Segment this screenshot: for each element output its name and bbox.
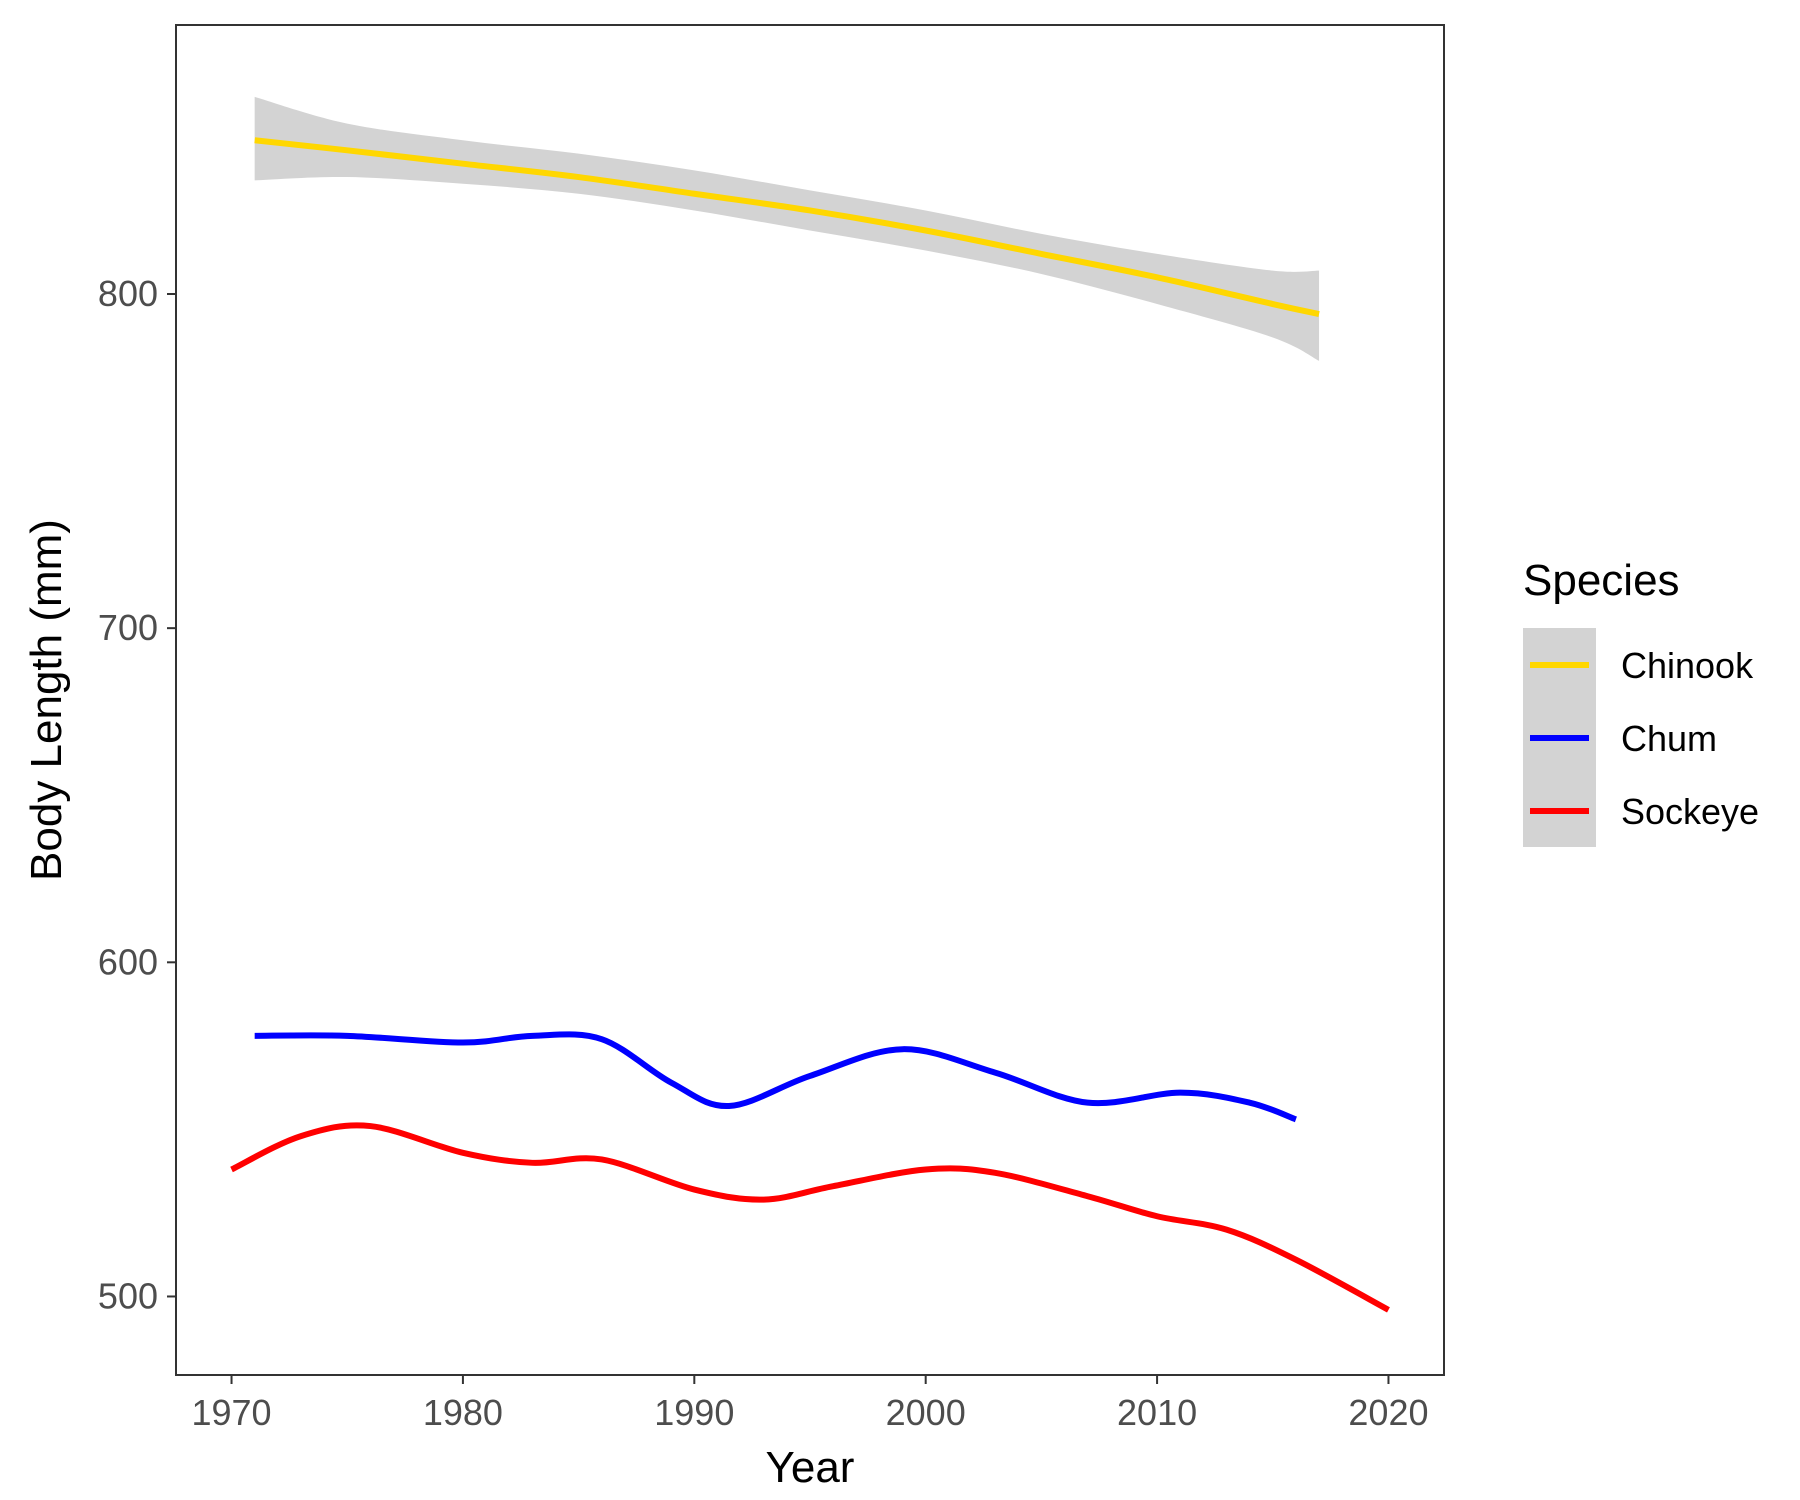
y-axis: 500 600 700 800: [98, 273, 176, 1316]
x-tick-label: 2000: [886, 1392, 966, 1433]
y-tick-label: 800: [98, 273, 158, 314]
y-axis-title: Body Length (mm): [22, 519, 71, 881]
plot-panel-border: [175, 24, 1445, 1376]
x-tick-label: 1980: [423, 1392, 503, 1433]
legend-label-chum: Chum: [1621, 718, 1717, 759]
series-line-chinook: [254, 137, 1320, 317]
series-line-sockeye: [230, 1122, 1390, 1313]
confidence-band-chinook: [254, 96, 1320, 361]
legend-label-chinook: Chinook: [1621, 645, 1754, 686]
plot-area: [175, 24, 1445, 1376]
series-lines: [230, 137, 1390, 1313]
x-tick-label: 2010: [1117, 1392, 1197, 1433]
y-tick-label: 700: [98, 607, 158, 648]
legend: Species Chinook Chum Sockeye: [1523, 556, 1759, 847]
x-tick-label: 1970: [191, 1392, 271, 1433]
y-tick-label: 600: [98, 941, 158, 982]
y-tick-label: 500: [98, 1275, 158, 1316]
x-axis-title: Year: [766, 1443, 855, 1492]
legend-items: Chinook Chum Sockeye: [1530, 645, 1759, 832]
legend-title: Species: [1523, 556, 1680, 605]
series-line-chum: [254, 1031, 1297, 1123]
confidence-bands: [254, 96, 1320, 361]
x-tick-label: 1990: [654, 1392, 734, 1433]
x-tick-label: 2020: [1348, 1392, 1428, 1433]
x-axis: 1970 1980 1990 2000 2010 2020: [191, 1375, 1429, 1433]
legend-label-sockeye: Sockeye: [1621, 791, 1759, 832]
